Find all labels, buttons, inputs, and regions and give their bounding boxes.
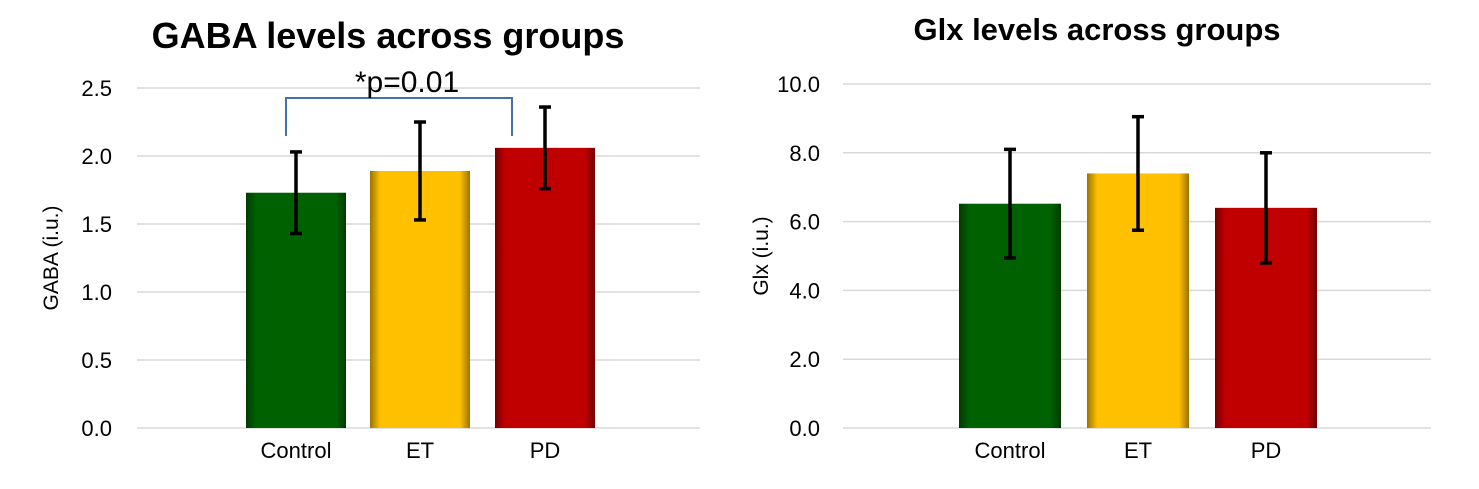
significance-label: *p=0.01 xyxy=(355,66,459,99)
x-tick-label: Control xyxy=(261,438,332,463)
bar-pd xyxy=(495,147,595,428)
x-tick-label: ET xyxy=(1124,438,1152,463)
y-axis-label: GABA (i.u.) xyxy=(40,205,63,310)
chart-panel-2: 0.0 2.0 4.0 6.0 8.0 10.0 Control ET PD Glx (i.u.)… xyxy=(750,12,1431,463)
significance-bracket xyxy=(285,97,513,136)
y-tick-label: 2.5 xyxy=(81,76,112,101)
chart-title: GABA levels across groups xyxy=(152,15,625,56)
x-tick-label: PD xyxy=(1251,438,1282,463)
x-tick-label: Control xyxy=(975,438,1046,463)
chart-title: Glx levels across groups xyxy=(913,12,1280,47)
chart-panel-1: 0.0 0.5 1.0 1.5 2.0 2.5 Control ET PD GABA (i.u.)… xyxy=(40,15,700,463)
y-tick-label: 4.0 xyxy=(789,278,820,303)
y-tick-label: 2.0 xyxy=(81,144,112,169)
y-tick-label: 2.0 xyxy=(789,347,820,372)
y-tick-label: 0.0 xyxy=(81,416,112,441)
x-tick-label: PD xyxy=(530,438,561,463)
y-tick-label: 1.0 xyxy=(81,280,112,305)
y-tick-label: 0.5 xyxy=(81,348,112,373)
y-tick-label: 6.0 xyxy=(789,210,820,235)
x-tick-label: ET xyxy=(406,438,434,463)
y-tick-label: 0.0 xyxy=(789,416,820,441)
y-tick-label: 8.0 xyxy=(789,141,820,166)
y-tick-label: 1.5 xyxy=(81,212,112,237)
y-tick-label: 10.0 xyxy=(777,72,820,97)
y-axis-label: Glx (i.u.) xyxy=(750,216,773,295)
